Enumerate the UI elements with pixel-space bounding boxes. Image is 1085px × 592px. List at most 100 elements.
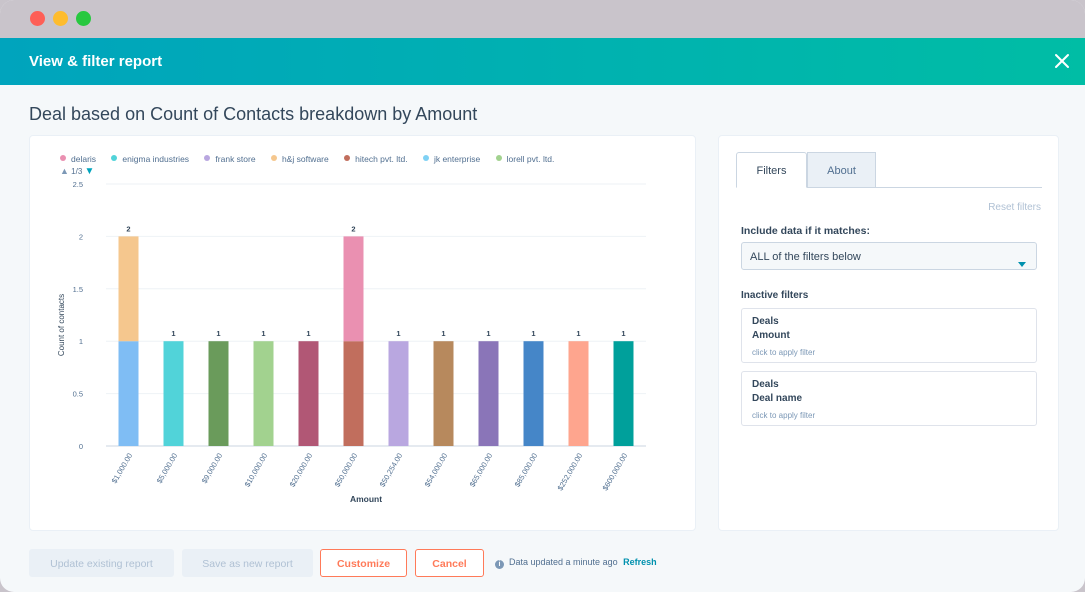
data-label: 1 [216,329,220,338]
legend-item[interactable]: delaris [60,154,96,164]
data-label: 1 [171,329,175,338]
customize-button[interactable]: Customize [320,549,407,577]
close-window-button[interactable] [30,11,45,26]
legend-label: enigma industries [122,154,190,164]
modal-title: View & filter report [29,53,163,70]
filter-hint: click to apply filter [752,348,816,357]
legend-label: hitech pvt. ltd. [355,154,408,164]
bar-segment [613,341,634,446]
filter-card-amount[interactable]: Deals Amount click to apply filter [741,308,1037,363]
data-label: 1 [576,329,580,338]
bar-segment [118,341,139,446]
y-tick-label: 2 [79,232,83,241]
data-label: 1 [621,329,625,338]
pager-down-icon[interactable]: ▼ [84,166,95,177]
include-data-label: Include data if it matches: [741,225,870,237]
filter-hint: click to apply filter [752,411,816,420]
legend-swatch [60,155,66,161]
legend-swatch [344,155,351,161]
refresh-link[interactable]: Refresh [623,557,657,567]
x-tick-label: $5,000.00 [155,452,179,485]
y-tick-label: 1.5 [73,285,83,294]
filter-property: Amount [752,330,790,341]
bar-segment [298,341,319,446]
x-tick-label: $600,000.00 [601,452,630,493]
x-tick-label: $54,000.00 [423,452,450,489]
bar-segment [343,236,364,342]
filters-panel: Filters About Reset filters Include data… [718,135,1059,531]
close-icon[interactable] [1051,50,1073,72]
match-type-value: ALL of the filters below [750,251,861,263]
legend-swatch [422,155,429,161]
filter-card-deal-name[interactable]: Deals Deal name click to apply filter [741,371,1037,426]
data-label: 2 [126,224,130,233]
bar-segment [523,341,544,446]
data-status: i Data updated a minute ago Refresh [495,557,657,569]
reset-filters-link[interactable]: Reset filters [988,202,1041,213]
panel-tabs: Filters About [736,152,1042,188]
legend-label: h&j software [281,154,329,164]
data-label: 1 [261,329,265,338]
legend-pager: ▲ 1/3 ▼ [60,166,94,177]
bar-segment [388,341,409,446]
legend-item[interactable]: lorell pvt. ltd. [495,154,555,164]
x-tick-label: $50,000.00 [333,452,360,489]
filter-object: Deals [752,379,779,390]
maximize-window-button[interactable] [76,11,91,26]
legend-label: lorell pvt. ltd. [506,154,555,164]
inactive-filters-label: Inactive filters [741,290,809,301]
data-label: 1 [441,329,445,338]
bar-segment [163,341,184,446]
x-tick-label: $1,000.00 [110,452,134,485]
legend-item[interactable]: jk enterprise [422,154,480,164]
chart-card: delaris enigma industries frank store h&… [29,135,696,531]
save-as-new-report-button[interactable]: Save as new report [182,549,313,577]
match-type-select[interactable]: ALL of the filters below [741,242,1037,270]
pager-up-icon[interactable]: ▲ [60,166,69,176]
cancel-button[interactable]: Cancel [415,549,484,577]
bar-segment [433,341,454,446]
bar-segment [253,341,274,446]
tab-about[interactable]: About [807,152,876,188]
x-tick-label: $252,000.00 [556,452,585,493]
legend-swatch [111,155,118,161]
x-tick-label: $9,000.00 [200,452,224,485]
pager-label: 1/3 [71,167,83,176]
legend-item[interactable]: h&j software [270,154,329,164]
update-existing-report-button[interactable]: Update existing report [29,549,174,577]
info-icon: i [495,560,504,569]
legend-swatch [495,155,502,161]
modal-header: View & filter report [0,38,1085,85]
y-tick-label: 1 [79,337,83,346]
bar-segment [118,236,139,342]
window-titlebar [0,0,1085,38]
status-text: Data updated a minute ago [509,557,618,567]
y-axis-title: Count of contacts [57,294,66,356]
data-label: 1 [396,329,400,338]
legend-item[interactable]: enigma industries [111,154,189,164]
tab-filters[interactable]: Filters [736,152,807,188]
data-label: 1 [531,329,535,338]
x-tick-label: $50,254.00 [378,452,405,489]
legend-swatch [270,155,277,161]
filter-object: Deals [752,316,779,327]
legend-label: delaris [71,154,97,164]
x-tick-label: $20,000.00 [288,452,315,489]
data-label: 1 [306,329,310,338]
x-tick-label: $10,000.00 [243,452,270,489]
data-label: 2 [351,224,355,233]
legend-item[interactable]: hitech pvt. ltd. [344,154,408,164]
x-tick-label: $65,000.00 [468,452,495,489]
bar-segment [478,341,499,446]
minimize-window-button[interactable] [53,11,68,26]
filter-property: Deal name [752,393,803,404]
bar-segment [208,341,229,446]
bar-segment [343,341,364,446]
legend-item[interactable]: frank store [204,154,256,164]
y-tick-label: 0.5 [73,390,83,399]
data-label: 1 [486,329,490,338]
legend-swatch [204,155,211,161]
chart-plot: 0 0.5 1 1.5 2 2.5 2 $1,000.00 1 $5,000.00 1 $9,000.… [57,180,646,504]
caret-down-icon [1018,254,1026,272]
